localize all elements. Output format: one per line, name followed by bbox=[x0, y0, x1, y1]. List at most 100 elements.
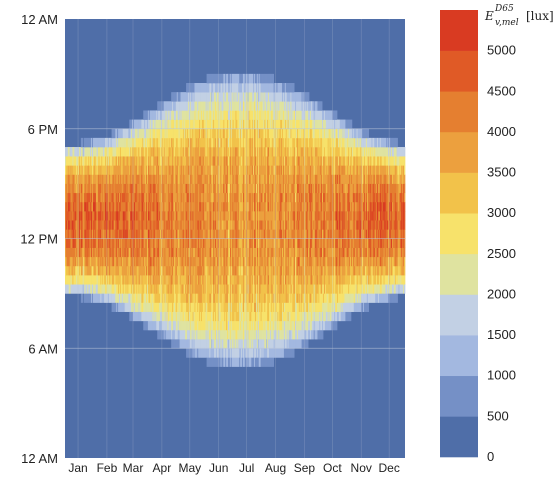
heatmap-cell bbox=[192, 156, 194, 166]
heatmap-cell bbox=[216, 183, 219, 194]
heatmap-cell bbox=[83, 238, 85, 248]
heatmap-cell bbox=[198, 256, 200, 267]
heatmap-cell bbox=[123, 192, 125, 203]
heatmap-cell bbox=[205, 293, 207, 303]
heatmap-cell bbox=[90, 137, 92, 148]
heatmap-cell bbox=[171, 265, 173, 276]
heatmap-cell bbox=[183, 128, 185, 139]
heatmap-cell bbox=[199, 302, 201, 312]
heatmap-cell bbox=[169, 192, 171, 203]
heatmap-cell bbox=[177, 284, 179, 294]
heatmap-cell bbox=[207, 201, 209, 212]
heatmap-cell bbox=[80, 183, 83, 194]
heatmap-cell bbox=[160, 119, 163, 130]
heatmap-cell bbox=[105, 165, 107, 175]
heatmap-cell bbox=[216, 147, 219, 157]
heatmap-cell bbox=[233, 211, 235, 221]
heatmap-cell bbox=[133, 119, 135, 130]
heatmap-cell bbox=[184, 311, 186, 322]
heatmap-cell bbox=[150, 201, 152, 212]
heatmap-cell bbox=[211, 174, 213, 184]
heatmap-cell bbox=[225, 101, 227, 111]
heatmap-cell bbox=[214, 147, 217, 157]
heatmap-cell bbox=[214, 247, 216, 258]
heatmap-cell bbox=[181, 92, 183, 102]
heatmap-cell bbox=[78, 247, 80, 258]
heatmap-cell bbox=[219, 110, 221, 120]
heatmap-cell bbox=[157, 320, 159, 331]
heatmap-cell bbox=[203, 311, 206, 322]
heatmap-cell bbox=[103, 147, 105, 157]
heatmap-cell bbox=[172, 174, 174, 184]
heatmap-cell bbox=[234, 339, 236, 349]
heatmap-cell bbox=[176, 137, 179, 148]
heatmap-cell bbox=[216, 284, 219, 294]
heatmap-cell bbox=[192, 293, 194, 303]
heatmap-cell bbox=[99, 220, 101, 230]
heatmap-cell bbox=[159, 220, 161, 230]
heatmap-cell bbox=[175, 165, 178, 175]
heatmap-cell bbox=[220, 183, 222, 194]
heatmap-cell bbox=[120, 238, 123, 248]
heatmap-cell bbox=[119, 238, 121, 248]
heatmap-cell bbox=[159, 275, 161, 285]
heatmap-cell bbox=[178, 211, 180, 221]
heatmap-cell bbox=[92, 238, 94, 248]
heatmap-cell bbox=[151, 320, 153, 331]
heatmap-cell bbox=[144, 165, 146, 175]
heatmap-cell bbox=[122, 174, 125, 184]
heatmap-cell bbox=[194, 101, 196, 111]
heatmap-cell bbox=[168, 238, 170, 248]
heatmap-cell bbox=[180, 165, 182, 175]
heatmap-cell bbox=[211, 357, 213, 367]
heatmap-cell bbox=[152, 192, 154, 203]
heatmap-cell bbox=[77, 165, 79, 175]
heatmap-cell bbox=[214, 211, 216, 221]
heatmap-cell bbox=[144, 137, 146, 148]
heatmap-cell bbox=[198, 174, 200, 184]
heatmap-cell bbox=[113, 156, 115, 166]
heatmap-cell bbox=[177, 211, 179, 221]
heatmap-cell bbox=[167, 110, 169, 120]
heatmap-cell bbox=[130, 229, 132, 239]
heatmap-cell bbox=[192, 165, 194, 175]
heatmap-cell bbox=[104, 137, 106, 148]
heatmap-cell bbox=[119, 265, 122, 276]
heatmap-cell bbox=[149, 128, 152, 139]
heatmap-cell bbox=[94, 293, 97, 303]
heatmap-cell bbox=[185, 284, 187, 294]
heatmap-cell bbox=[205, 211, 207, 221]
heatmap-cell bbox=[119, 201, 122, 212]
heatmap-cell bbox=[133, 229, 136, 239]
heatmap-cell bbox=[217, 73, 220, 84]
heatmap-cell bbox=[176, 275, 179, 285]
heatmap-cell bbox=[206, 73, 208, 84]
heatmap-cell bbox=[76, 174, 78, 184]
heatmap-cell bbox=[143, 192, 145, 203]
heatmap-cell bbox=[173, 110, 176, 120]
heatmap-cell bbox=[205, 275, 207, 285]
heatmap-cell bbox=[179, 211, 181, 221]
heatmap-cell bbox=[200, 192, 202, 203]
heatmap-cell bbox=[160, 256, 163, 267]
heatmap-cell bbox=[159, 174, 161, 184]
heatmap-cell bbox=[138, 174, 140, 184]
heatmap-cell bbox=[212, 320, 214, 331]
heatmap-cell bbox=[87, 156, 89, 166]
heatmap-cell bbox=[92, 284, 95, 294]
heatmap-cell bbox=[221, 348, 223, 358]
heatmap-cell bbox=[220, 83, 222, 93]
heatmap-cell bbox=[125, 183, 127, 194]
heatmap-cell bbox=[217, 302, 220, 312]
heatmap-cell bbox=[133, 128, 135, 139]
heatmap-cell bbox=[173, 311, 176, 322]
heatmap-cell bbox=[131, 165, 133, 175]
heatmap-cell bbox=[117, 284, 119, 294]
heatmap-cell bbox=[117, 201, 119, 212]
heatmap-cell bbox=[133, 211, 136, 221]
heatmap-cell bbox=[206, 357, 208, 367]
heatmap-cell bbox=[145, 293, 147, 303]
heatmap-cell bbox=[146, 128, 149, 139]
heatmap-cell bbox=[65, 183, 67, 194]
heatmap-cell bbox=[73, 201, 75, 212]
